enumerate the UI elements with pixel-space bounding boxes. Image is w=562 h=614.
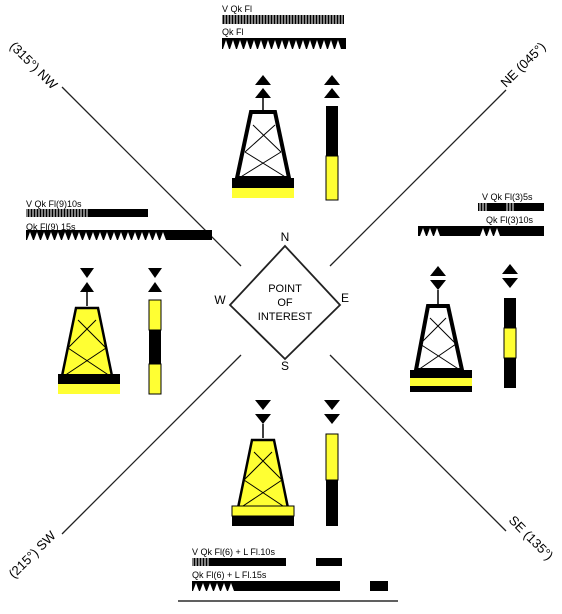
east-topmark-upper-cone bbox=[430, 266, 446, 276]
compass-south: S bbox=[281, 359, 289, 373]
east-light-fast-label: V Qk Fl(3)5s bbox=[482, 192, 533, 202]
south-light-slow-bar bbox=[178, 581, 398, 602]
east-light-slow-label: Qk Fl(3)10s bbox=[486, 215, 534, 225]
compass-west: W bbox=[214, 293, 226, 307]
center-diamond bbox=[228, 244, 342, 361]
west-buoy bbox=[58, 268, 120, 394]
south-topmark-lower-cone bbox=[255, 414, 271, 424]
north-topmark-lower-cone bbox=[255, 88, 271, 98]
west-light-fast-bar bbox=[26, 209, 148, 217]
east-spar bbox=[502, 264, 518, 388]
ne-quadrant-label: NE (045°) bbox=[498, 39, 549, 90]
nw-quadrant-label: (315°) NW bbox=[7, 39, 61, 93]
west-light-slow-bar bbox=[26, 230, 212, 240]
south-buoy bbox=[231, 400, 295, 526]
south-light-fast-label: V Qk Fl(6) + L Fl.10s bbox=[192, 547, 275, 557]
south-light-slow-label: Qk Fl(6) + L Fl.15s bbox=[192, 570, 267, 580]
point-of-interest: POINT OF INTEREST N E S W bbox=[214, 230, 349, 373]
west-spar bbox=[148, 268, 162, 395]
compass-east: E bbox=[341, 291, 349, 305]
west-light-slow-label: Qk Fl(9) 15s bbox=[26, 222, 76, 232]
west-light-fast-label: V Qk Fl(9)10s bbox=[26, 199, 82, 209]
north-light-fast-bar bbox=[221, 15, 344, 24]
north-spar bbox=[324, 75, 340, 201]
se-quadrant-label: SE (135°) bbox=[506, 513, 557, 564]
north-light-fast-label: V Qk Fl bbox=[222, 4, 252, 14]
west-topmark-upper-cone bbox=[80, 268, 94, 278]
north-buoy bbox=[232, 75, 294, 198]
east-light-slow-bar bbox=[418, 226, 544, 236]
south-spar bbox=[324, 400, 340, 526]
center-line-1: POINT bbox=[268, 283, 302, 295]
south-topmark-upper-cone bbox=[255, 400, 271, 410]
north-light-slow-bar bbox=[222, 38, 346, 49]
center-line-2: OF bbox=[277, 297, 293, 309]
north-topmark-upper-cone bbox=[255, 75, 271, 85]
compass-north: N bbox=[281, 230, 290, 244]
south-light-fast-bar bbox=[192, 558, 342, 566]
east-buoy bbox=[410, 266, 472, 392]
ne-sw-line-upper bbox=[329, 89, 507, 267]
ne-sw-line-lower bbox=[61, 354, 242, 535]
north-light-slow-label: Qk Fl bbox=[222, 27, 244, 37]
west-topmark-lower-cone bbox=[80, 282, 94, 292]
east-topmark-lower-cone bbox=[430, 280, 446, 290]
nw-se-line-lower bbox=[329, 354, 507, 532]
sw-quadrant-label: (215°) SW bbox=[6, 528, 60, 582]
center-line-3: INTEREST bbox=[258, 311, 313, 323]
east-light-fast-bar bbox=[478, 203, 544, 211]
